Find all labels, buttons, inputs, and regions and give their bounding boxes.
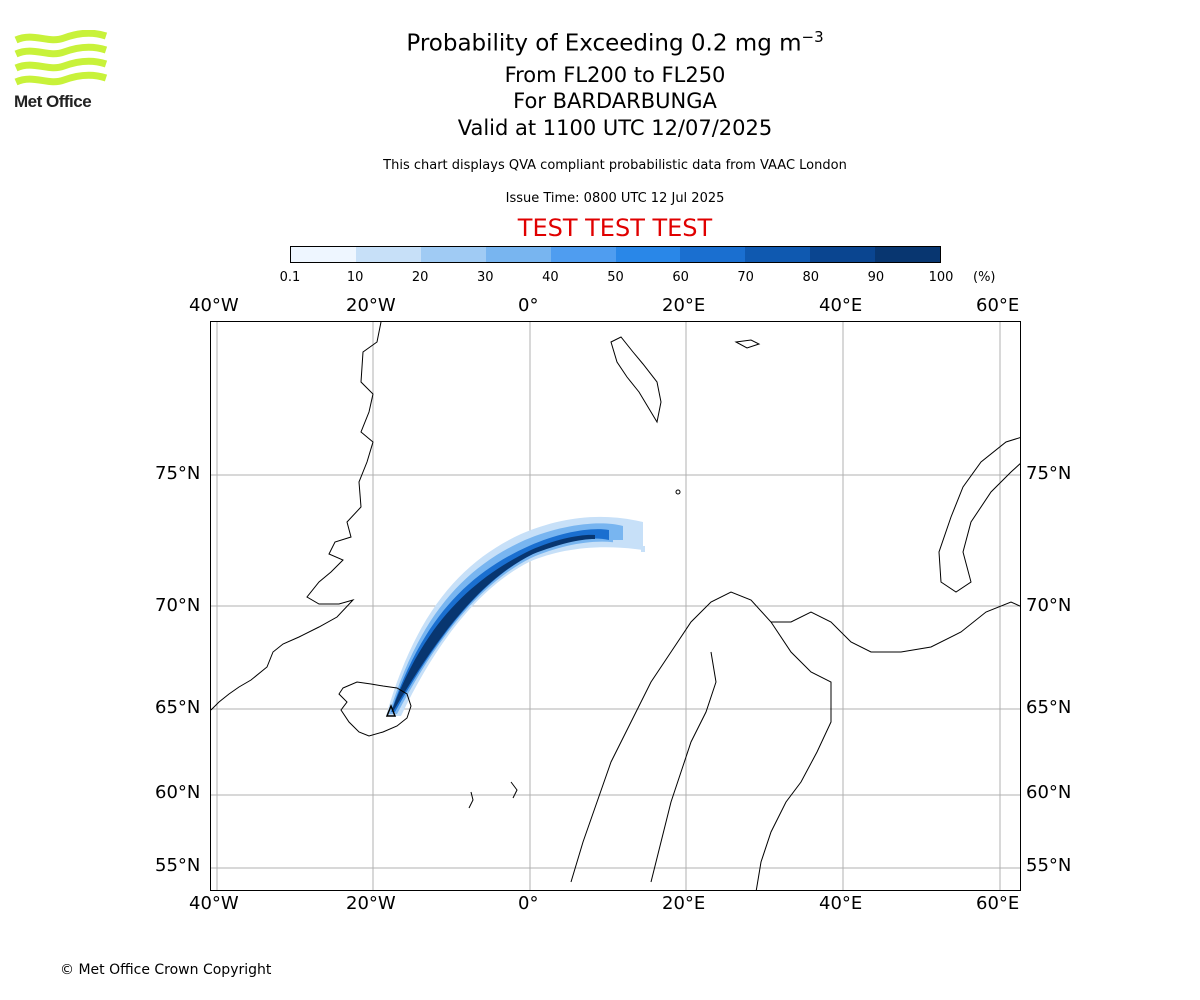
met-office-logo (14, 30, 108, 86)
colorbar-segment (745, 247, 811, 262)
lat-label-left: 65°N (155, 697, 201, 718)
lat-label-right: 65°N (1026, 697, 1072, 718)
colorbar-segment (420, 247, 486, 262)
lon-label-bottom: 60°E (976, 893, 1020, 914)
lon-label-top: 40°W (189, 295, 239, 316)
lat-label-right: 55°N (1026, 855, 1072, 876)
lon-label-top: 40°E (819, 295, 863, 316)
colorbar-tick-label: 20 (411, 270, 429, 285)
lon-label-bottom: 0° (518, 893, 539, 914)
coastlines (211, 322, 1020, 890)
lon-label-top: 60°E (976, 295, 1020, 316)
volcano-name: For BARDARBUNGA (513, 89, 717, 113)
colorbar-tick-label: 80 (802, 270, 820, 285)
colorbar-segment (550, 247, 616, 262)
colorbar-tick-label: 100 (928, 270, 954, 285)
colorbar-unit: (%) (973, 270, 996, 285)
colorbar-segment (810, 247, 876, 262)
flight-level-range: From FL200 to FL250 (504, 63, 726, 87)
map-canvas (211, 322, 1020, 890)
colorbar-segment (291, 247, 356, 262)
colorbar-tick-label: 70 (737, 270, 754, 285)
lat-label-right: 75°N (1026, 463, 1072, 484)
lat-label-right: 70°N (1026, 595, 1072, 616)
colorbar-segment (615, 247, 681, 262)
lon-label-bottom: 20°E (662, 893, 706, 914)
chart-title: Probability of Exceeding 0.2 mg m−3 (406, 28, 824, 57)
lon-label-bottom: 40°E (819, 893, 863, 914)
lon-label-top: 20°W (346, 295, 396, 316)
lon-label-top: 20°E (662, 295, 706, 316)
lat-label-right: 60°N (1026, 782, 1072, 803)
colorbar-tick-label: 0.1 (279, 270, 301, 285)
colorbar-tick-label: 50 (607, 270, 624, 285)
map-panel (210, 321, 1021, 891)
colorbar-segment (355, 247, 421, 262)
met-office-wordmark: Met Office (14, 92, 92, 111)
valid-time: Valid at 1100 UTC 12/07/2025 (457, 116, 773, 140)
colorbar-segment (875, 247, 941, 262)
lat-label-left: 60°N (155, 782, 201, 803)
copyright-notice: © Met Office Crown Copyright (60, 962, 272, 978)
ash-plume (386, 516, 645, 716)
volcano-marker (385, 703, 397, 717)
colorbar-tick-label: 40 (542, 270, 559, 285)
data-source-note: This chart displays QVA compliant probab… (383, 158, 847, 173)
lon-label-top: 0° (518, 295, 539, 316)
colorbar-tick-label: 10 (346, 270, 364, 285)
lat-label-left: 70°N (155, 595, 201, 616)
probability-colorbar (290, 246, 941, 263)
colorbar-segment (680, 247, 746, 262)
lat-label-left: 75°N (155, 463, 201, 484)
lat-label-left: 55°N (155, 855, 201, 876)
colorbar-tick-label: 60 (672, 270, 689, 285)
colorbar-tick-label: 30 (477, 270, 494, 285)
test-banner: TEST TEST TEST (517, 214, 713, 242)
issue-time: Issue Time: 0800 UTC 12 Jul 2025 (505, 191, 725, 206)
colorbar-segment (485, 247, 551, 262)
graticule (211, 322, 1020, 890)
lon-label-bottom: 40°W (189, 893, 239, 914)
colorbar-tick-label: 90 (867, 270, 885, 285)
lon-label-bottom: 20°W (346, 893, 396, 914)
